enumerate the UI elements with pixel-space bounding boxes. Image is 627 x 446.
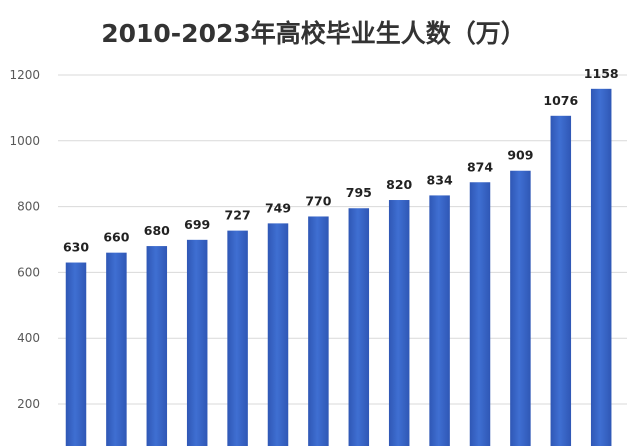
- y-tick-label: 800: [17, 200, 40, 214]
- data-label: 770: [305, 193, 331, 208]
- bar: [550, 115, 572, 446]
- y-tick-label: 400: [17, 331, 40, 345]
- data-label: 680: [144, 223, 170, 238]
- data-label: 820: [386, 177, 412, 192]
- bar: [590, 88, 612, 446]
- chart-title: 2010-2023年高校毕业生人数（万）: [101, 19, 526, 48]
- y-tick-label: 600: [17, 265, 40, 279]
- bar: [106, 252, 127, 446]
- bar: [186, 239, 208, 446]
- y-tick-label: 1000: [9, 134, 40, 148]
- data-label: 749: [265, 200, 291, 215]
- data-label: 660: [103, 230, 129, 245]
- data-label: 1158: [584, 66, 619, 81]
- bar: [469, 182, 491, 446]
- bar: [146, 246, 168, 446]
- bar: [429, 195, 450, 446]
- data-label: 834: [427, 172, 453, 187]
- bar: [388, 200, 410, 446]
- y-tick-label: 200: [17, 397, 40, 411]
- data-label: 795: [346, 185, 372, 200]
- bar: [308, 216, 329, 446]
- data-label: 1076: [543, 93, 578, 108]
- data-label: 874: [467, 159, 493, 174]
- data-label: 630: [63, 240, 89, 255]
- data-label: 699: [184, 217, 210, 232]
- data-label: 909: [507, 148, 533, 163]
- bar: [510, 170, 531, 446]
- bar: [348, 208, 370, 446]
- bar: [65, 262, 87, 446]
- data-label: 727: [225, 208, 251, 223]
- bar: [227, 230, 248, 446]
- bar: [267, 223, 289, 446]
- y-tick-label: 1200: [9, 68, 40, 82]
